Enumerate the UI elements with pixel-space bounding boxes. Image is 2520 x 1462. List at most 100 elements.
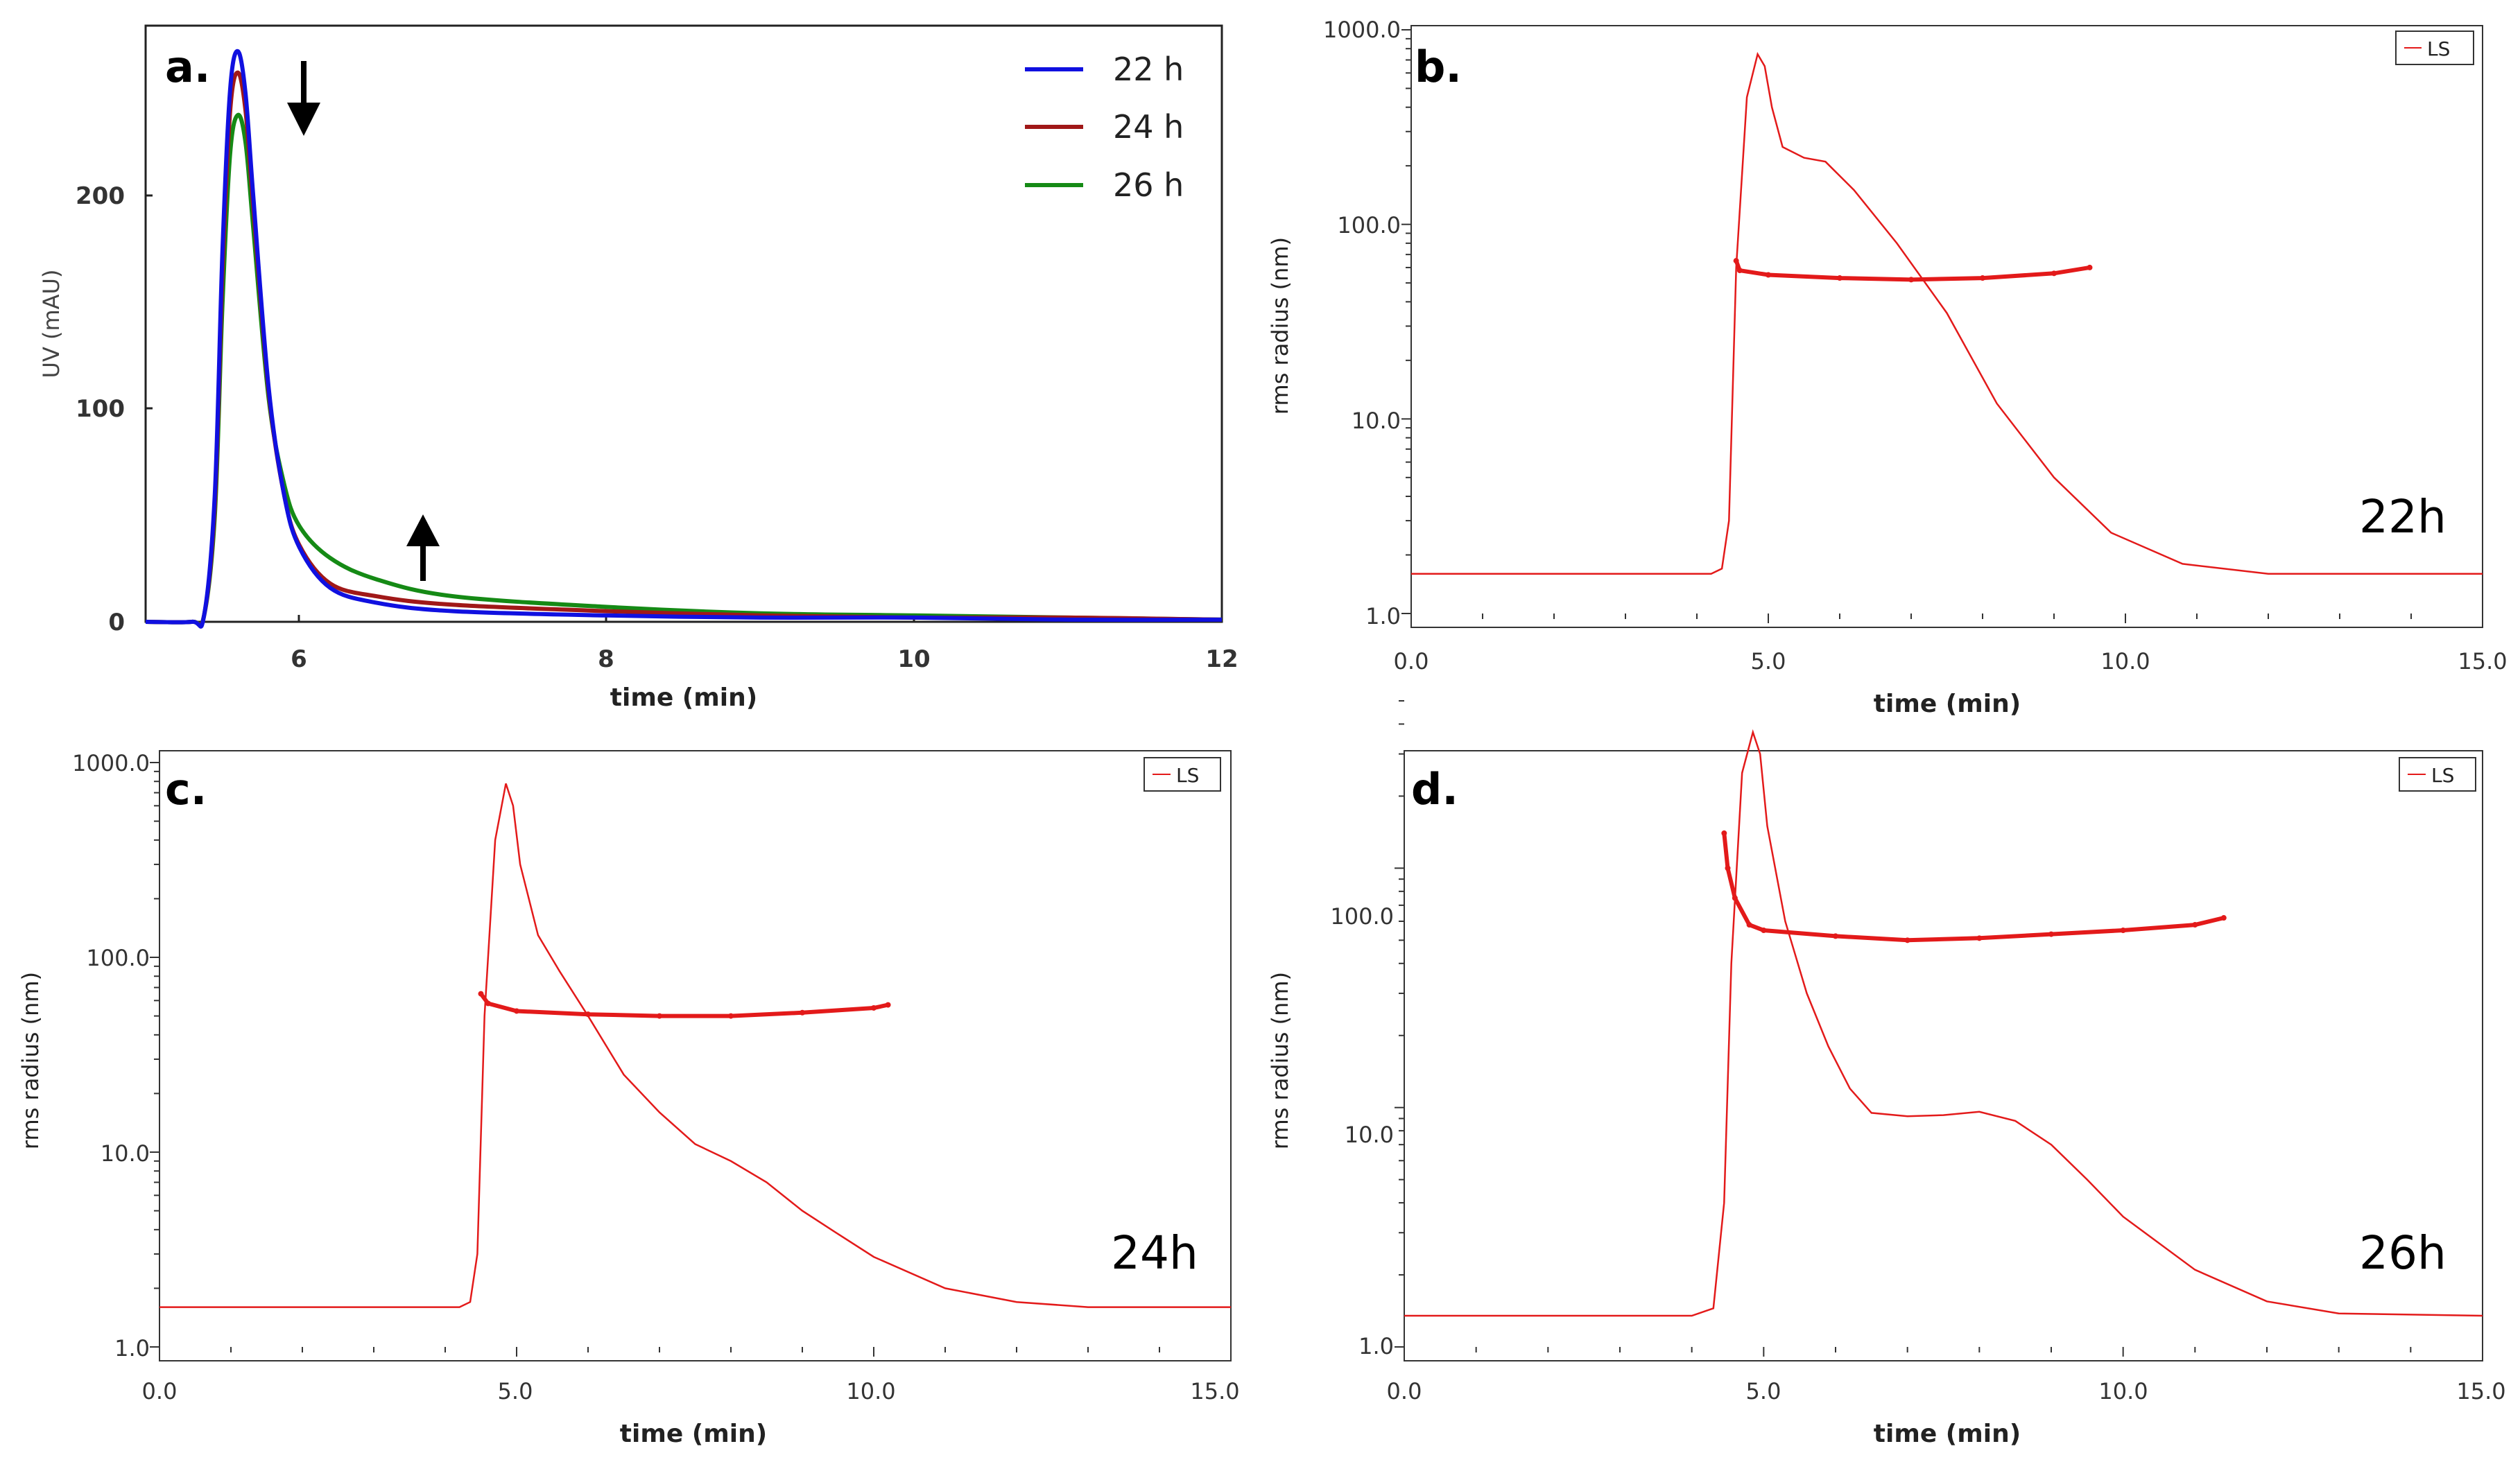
panel-d-xtick-label: 15.0 xyxy=(2456,1378,2505,1404)
panel-d-legend: LS xyxy=(2399,757,2476,792)
panel-d-corner-label: 26h xyxy=(2359,1226,2446,1280)
up-arrow-icon xyxy=(406,514,440,581)
panel-c-corner-label: 24h xyxy=(1111,1226,1198,1280)
ls-signal-line xyxy=(159,783,1231,1308)
panel-c-ytick-label: 1000.0 xyxy=(72,750,150,776)
rms-radius-point xyxy=(800,1009,805,1016)
rms-radius-point xyxy=(1908,277,1914,283)
rms-radius-point xyxy=(871,1004,877,1011)
rms-radius-point xyxy=(1904,937,1910,943)
panel-c-xtick-label: 5.0 xyxy=(498,1378,533,1404)
rms-radius-point xyxy=(1746,922,1752,928)
panel-c: 1000.0 100.0 10.0 1.0 0.0 5.0 10.0 15.0 … xyxy=(17,750,1240,1448)
panel-c-legend-text: LS xyxy=(1176,764,1199,787)
panel-d-ytick-label: 100.0 xyxy=(1330,903,1394,930)
panel-b-xtick-label: 15.0 xyxy=(2458,648,2507,675)
panel-a: 6 8 10 12 0 100 200 time (min) UV (mAU) … xyxy=(38,24,1239,712)
rms-radius-point xyxy=(728,1013,734,1019)
rms-radius-line xyxy=(1722,833,2225,943)
panel-a-plot-frame xyxy=(144,24,1223,623)
rms-radius-point xyxy=(2087,264,2093,270)
rms-radius-point xyxy=(1733,258,1739,264)
rms-radius-point xyxy=(657,1013,662,1019)
panel-a-xtick-label: 6 xyxy=(291,645,307,673)
panel-d-xtick-label: 5.0 xyxy=(1746,1378,1781,1404)
panel-b-legend-text: LS xyxy=(2427,37,2450,60)
series-line-24h xyxy=(145,70,1223,628)
panel-b-plot-frame xyxy=(1410,25,2483,628)
panel-b-ytick-label: 1000.0 xyxy=(1323,17,1401,43)
panel-d: 100.0 10.0 1.0 0.0 5.0 10.0 15.0 time (m… xyxy=(1267,700,2506,1448)
panel-b-axes xyxy=(1401,29,2483,623)
rms-radius-point xyxy=(2048,931,2054,937)
panel-a-yticks: 0 100 200 xyxy=(76,182,153,636)
rms-radius-point xyxy=(585,1011,591,1018)
panel-a-xlabel: time (min) xyxy=(610,684,757,712)
panel-c-legend: LS xyxy=(1144,757,1221,792)
rms-radius-point xyxy=(1980,275,1985,281)
panel-d-label: d. xyxy=(1411,764,1458,815)
panel-b-xtick-label: 5.0 xyxy=(1751,648,1786,675)
panel-d-xtick-label: 0.0 xyxy=(1387,1378,1422,1404)
legend-text-22h: 22 h xyxy=(1113,51,1184,88)
panel-b: 1000.0 100.0 10.0 1.0 0.0 5.0 10.0 15.0 … xyxy=(1267,17,2508,718)
panel-a-ytick-label: 200 xyxy=(76,182,125,210)
rms-radius-point xyxy=(514,1008,519,1014)
panel-b-ytick-label: 1.0 xyxy=(1365,603,1401,629)
rms-radius-point xyxy=(1732,895,1738,901)
panel-b-xtick-label: 0.0 xyxy=(1394,648,1429,675)
panel-a-xtick-label: 12 xyxy=(1205,645,1238,673)
rms-radius-point xyxy=(1976,935,1983,941)
series-line-26h xyxy=(145,112,1223,627)
panel-d-axes xyxy=(1395,700,2483,1357)
panel-d-ytick-label: 1.0 xyxy=(1358,1333,1394,1359)
rms-radius-point xyxy=(1833,933,1838,939)
panel-d-xtick-label: 10.0 xyxy=(2098,1378,2148,1404)
down-arrow-icon xyxy=(287,61,320,136)
panel-b-corner-label: 22h xyxy=(2359,490,2446,543)
panel-b-ytick-label: 10.0 xyxy=(1352,408,1401,434)
panel-d-ylabel: rms radius (nm) xyxy=(1267,972,1293,1149)
panel-c-label: c. xyxy=(165,764,207,815)
rms-radius-point xyxy=(478,991,484,997)
series-line-22h xyxy=(145,49,1223,629)
panel-c-xtick-label: 10.0 xyxy=(846,1378,895,1404)
panel-a-xtick-label: 10 xyxy=(897,645,930,673)
rms-radius-point xyxy=(2120,928,2126,934)
panel-c-ytick-label: 10.0 xyxy=(101,1140,150,1167)
rms-radius-line xyxy=(479,992,889,1018)
panel-a-legend: 22 h 24 h 26 h xyxy=(1025,51,1184,204)
panel-c-axes xyxy=(150,762,1232,1357)
panel-c-xtick-label: 0.0 xyxy=(142,1378,178,1404)
rms-radius-point xyxy=(1736,268,1743,274)
panel-a-ylabel: UV (mAU) xyxy=(38,270,64,378)
panel-d-plot-frame xyxy=(1404,750,2483,1361)
panel-c-xtick-label: 15.0 xyxy=(1190,1378,1239,1404)
panel-b-series-group xyxy=(1411,51,2483,575)
panel-c-xlabel: time (min) xyxy=(620,1420,767,1448)
panel-a-xticks: 6 8 10 12 xyxy=(291,615,1239,673)
rms-radius-point xyxy=(1761,928,1767,934)
rms-radius-point xyxy=(2220,915,2227,921)
rms-radius-point xyxy=(1721,830,1727,836)
ls-signal-line xyxy=(1404,729,2483,1317)
legend-text-24h: 24 h xyxy=(1113,108,1184,146)
rms-radius-point xyxy=(885,1002,891,1008)
panel-a-ytick-label: 100 xyxy=(76,395,125,423)
panel-a-ytick-label: 0 xyxy=(108,609,125,636)
rms-radius-line xyxy=(1734,260,2090,282)
panel-b-xlabel: time (min) xyxy=(1874,690,2021,718)
ls-signal-line xyxy=(1411,51,2483,575)
rms-radius-point xyxy=(2051,270,2057,277)
panel-b-legend: LS xyxy=(2395,31,2474,65)
panel-a-label: a. xyxy=(165,42,210,92)
rms-radius-point xyxy=(1837,275,1842,281)
panel-b-ytick-label: 100.0 xyxy=(1337,212,1401,238)
panel-c-ytick-label: 1.0 xyxy=(114,1335,150,1361)
panel-d-ytick-label: 10.0 xyxy=(1345,1122,1394,1148)
panel-c-ytick-label: 100.0 xyxy=(86,945,150,971)
rms-radius-point xyxy=(2192,922,2198,928)
rms-radius-point xyxy=(485,1000,491,1007)
panel-a-xtick-label: 8 xyxy=(598,645,614,673)
panel-b-ylabel: rms radius (nm) xyxy=(1267,237,1293,415)
